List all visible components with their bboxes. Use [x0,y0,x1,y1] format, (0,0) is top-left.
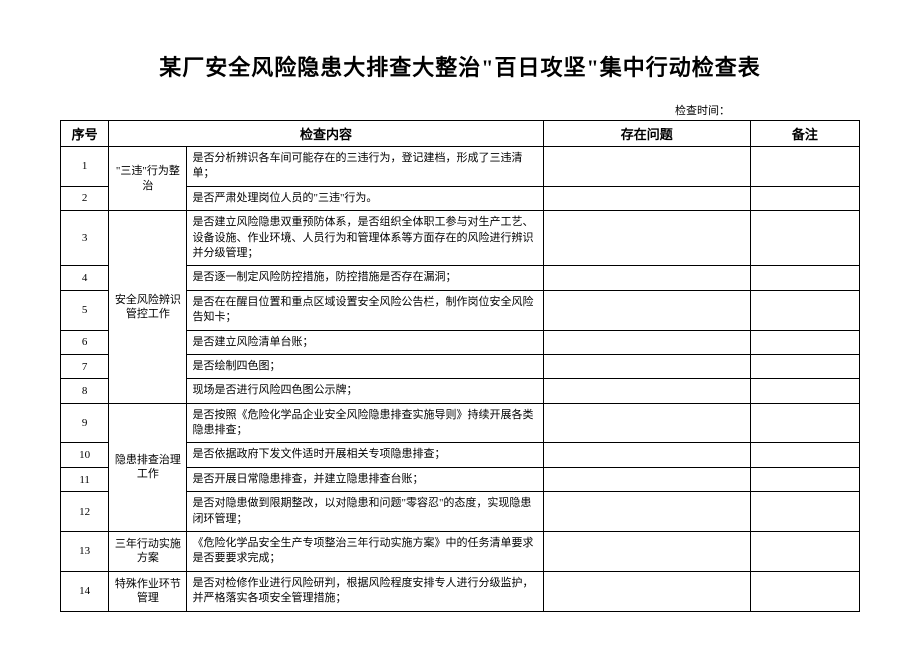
inspection-table: 序号 检查内容 存在问题 备注 1 "三违"行为整治 是否分析辨识各车间可能存在… [60,120,860,612]
cell-category: 三年行动实施方案 [109,532,187,572]
cell-seq: 12 [61,492,109,532]
cell-content: 是否对隐患做到限期整改，以对隐患和问题"零容忍"的态度，实现隐患闭环管理； [187,492,543,532]
cell-seq: 3 [61,211,109,266]
cell-seq: 6 [61,330,109,354]
cell-problem [543,379,750,403]
header-problem: 存在问题 [543,121,750,147]
cell-content: 是否逐一制定风险防控措施，防控措施是否存在漏洞； [187,266,543,290]
cell-problem [543,403,750,443]
cell-note [750,290,859,330]
check-time-label: 检查时间： [60,102,860,118]
header-seq: 序号 [61,121,109,147]
table-header-row: 序号 检查内容 存在问题 备注 [61,121,860,147]
page-title: 某厂安全风险隐患大排查大整治"百日攻坚"集中行动检查表 [60,50,860,82]
cell-seq: 9 [61,403,109,443]
cell-note [750,266,859,290]
table-row: 13 三年行动实施方案 《危险化学品安全生产专项整治三年行动实施方案》中的任务清… [61,532,860,572]
table-row: 9 隐患排查治理工作 是否按照《危险化学品企业安全风险隐患排查实施导则》持续开展… [61,403,860,443]
cell-problem [543,354,750,378]
cell-seq: 13 [61,532,109,572]
table-row: 3 安全风险辨识管控工作 是否建立风险隐患双重预防体系，是否组织全体职工参与对生… [61,211,860,266]
cell-problem [543,211,750,266]
cell-note [750,443,859,467]
cell-problem [543,266,750,290]
cell-note [750,211,859,266]
cell-content: 是否严肃处理岗位人员的"三违"行为。 [187,186,543,210]
cell-note [750,492,859,532]
cell-problem [543,532,750,572]
cell-note [750,403,859,443]
cell-seq: 14 [61,571,109,611]
cell-content: 是否分析辨识各车间可能存在的三违行为，登记建档，形成了三违清单； [187,147,543,187]
cell-category: 安全风险辨识管控工作 [109,211,187,404]
cell-content: 是否绘制四色图； [187,354,543,378]
cell-content: 是否按照《危险化学品企业安全风险隐患排查实施导则》持续开展各类隐患排查； [187,403,543,443]
cell-problem [543,290,750,330]
cell-seq: 7 [61,354,109,378]
cell-content: 是否在在醒目位置和重点区域设置安全风险公告栏，制作岗位安全风险告知卡； [187,290,543,330]
table-row: 14 特殊作业环节管理 是否对检修作业进行风险研判，根据风险程度安排专人进行分级… [61,571,860,611]
cell-note [750,354,859,378]
cell-note [750,532,859,572]
cell-seq: 10 [61,443,109,467]
cell-note [750,571,859,611]
cell-problem [543,443,750,467]
cell-problem [543,571,750,611]
cell-seq: 1 [61,147,109,187]
cell-category: 特殊作业环节管理 [109,571,187,611]
header-note: 备注 [750,121,859,147]
cell-note [750,330,859,354]
cell-problem [543,147,750,187]
cell-content: 现场是否进行风险四色图公示牌； [187,379,543,403]
cell-content: 是否依据政府下发文件适时开展相关专项隐患排查； [187,443,543,467]
cell-seq: 11 [61,467,109,491]
cell-note [750,147,859,187]
cell-seq: 2 [61,186,109,210]
cell-content: 《危险化学品安全生产专项整治三年行动实施方案》中的任务清单要求是否要要求完成； [187,532,543,572]
cell-content: 是否对检修作业进行风险研判，根据风险程度安排专人进行分级监护，并严格落实各项安全… [187,571,543,611]
cell-problem [543,330,750,354]
table-row: 1 "三违"行为整治 是否分析辨识各车间可能存在的三违行为，登记建档，形成了三违… [61,147,860,187]
cell-seq: 5 [61,290,109,330]
cell-seq: 4 [61,266,109,290]
cell-problem [543,186,750,210]
cell-content: 是否开展日常隐患排查，并建立隐患排查台账； [187,467,543,491]
cell-note [750,186,859,210]
cell-problem [543,492,750,532]
header-content: 检查内容 [109,121,544,147]
cell-content: 是否建立风险隐患双重预防体系，是否组织全体职工参与对生产工艺、设备设施、作业环境… [187,211,543,266]
cell-category: 隐患排查治理工作 [109,403,187,531]
cell-category: "三违"行为整治 [109,147,187,211]
cell-note [750,467,859,491]
cell-problem [543,467,750,491]
cell-seq: 8 [61,379,109,403]
cell-content: 是否建立风险清单台账； [187,330,543,354]
cell-note [750,379,859,403]
